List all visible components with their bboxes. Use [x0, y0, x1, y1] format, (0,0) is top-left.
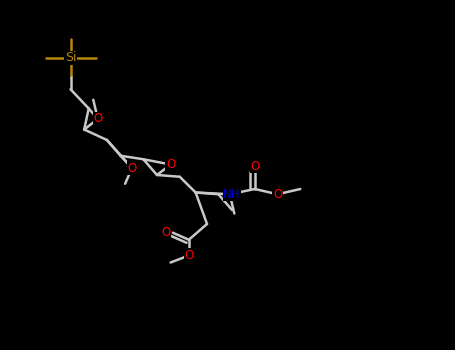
Text: O: O: [273, 188, 282, 201]
Text: O: O: [250, 160, 259, 173]
Text: O: O: [184, 249, 193, 262]
Text: O: O: [93, 112, 102, 126]
Text: NH: NH: [223, 188, 241, 201]
Text: O: O: [162, 226, 171, 239]
Text: O: O: [127, 161, 136, 175]
Text: Si: Si: [65, 51, 76, 64]
Text: O: O: [166, 158, 175, 171]
